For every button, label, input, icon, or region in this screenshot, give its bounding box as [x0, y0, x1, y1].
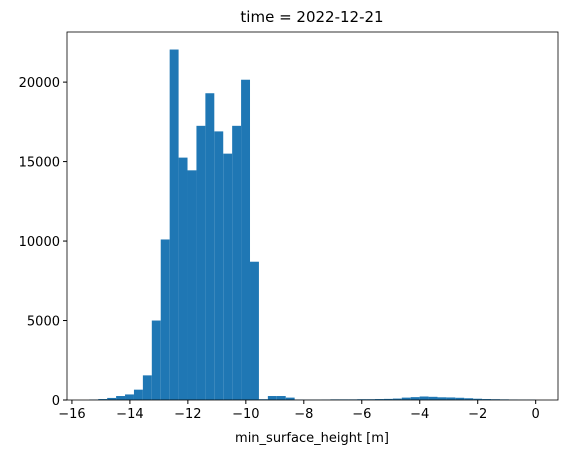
bar	[161, 239, 170, 400]
bar	[268, 396, 277, 400]
bar	[437, 397, 446, 400]
bar	[152, 321, 161, 400]
bar	[188, 170, 197, 400]
x-axis-label: min_surface_height [m]	[235, 431, 389, 446]
bar	[179, 158, 188, 400]
x-tick-label: −10	[232, 407, 259, 422]
bar	[134, 390, 143, 400]
x-tick-label: −4	[410, 407, 429, 422]
bar	[205, 93, 214, 400]
bar	[250, 262, 259, 400]
bar	[411, 397, 420, 400]
bar	[232, 126, 241, 400]
bar	[214, 131, 223, 400]
x-tick-label: −2	[468, 407, 487, 422]
x-tick-label: −8	[294, 407, 313, 422]
y-tick-label: 5000	[27, 315, 60, 330]
x-tick-label: −6	[352, 407, 371, 422]
y-tick-label: 0	[52, 394, 60, 409]
y-tick-label: 20000	[19, 76, 60, 91]
bar	[277, 396, 286, 400]
bar	[116, 396, 125, 400]
chart-title: time = 2022-12-21	[240, 8, 383, 26]
bar	[223, 154, 232, 400]
bar	[196, 126, 205, 400]
x-tick-label: −14	[116, 407, 143, 422]
y-tick-label: 15000	[19, 156, 60, 171]
bar	[143, 375, 152, 400]
bar	[241, 80, 250, 400]
bar	[429, 397, 438, 400]
x-tick-label: −16	[58, 407, 85, 422]
axes-frame	[67, 32, 558, 400]
bar	[420, 397, 429, 400]
x-tick-label: −12	[174, 407, 201, 422]
y-tick-label: 10000	[19, 235, 60, 250]
x-tick-label: 0	[532, 407, 540, 422]
bar	[170, 50, 179, 400]
bar	[125, 394, 134, 400]
